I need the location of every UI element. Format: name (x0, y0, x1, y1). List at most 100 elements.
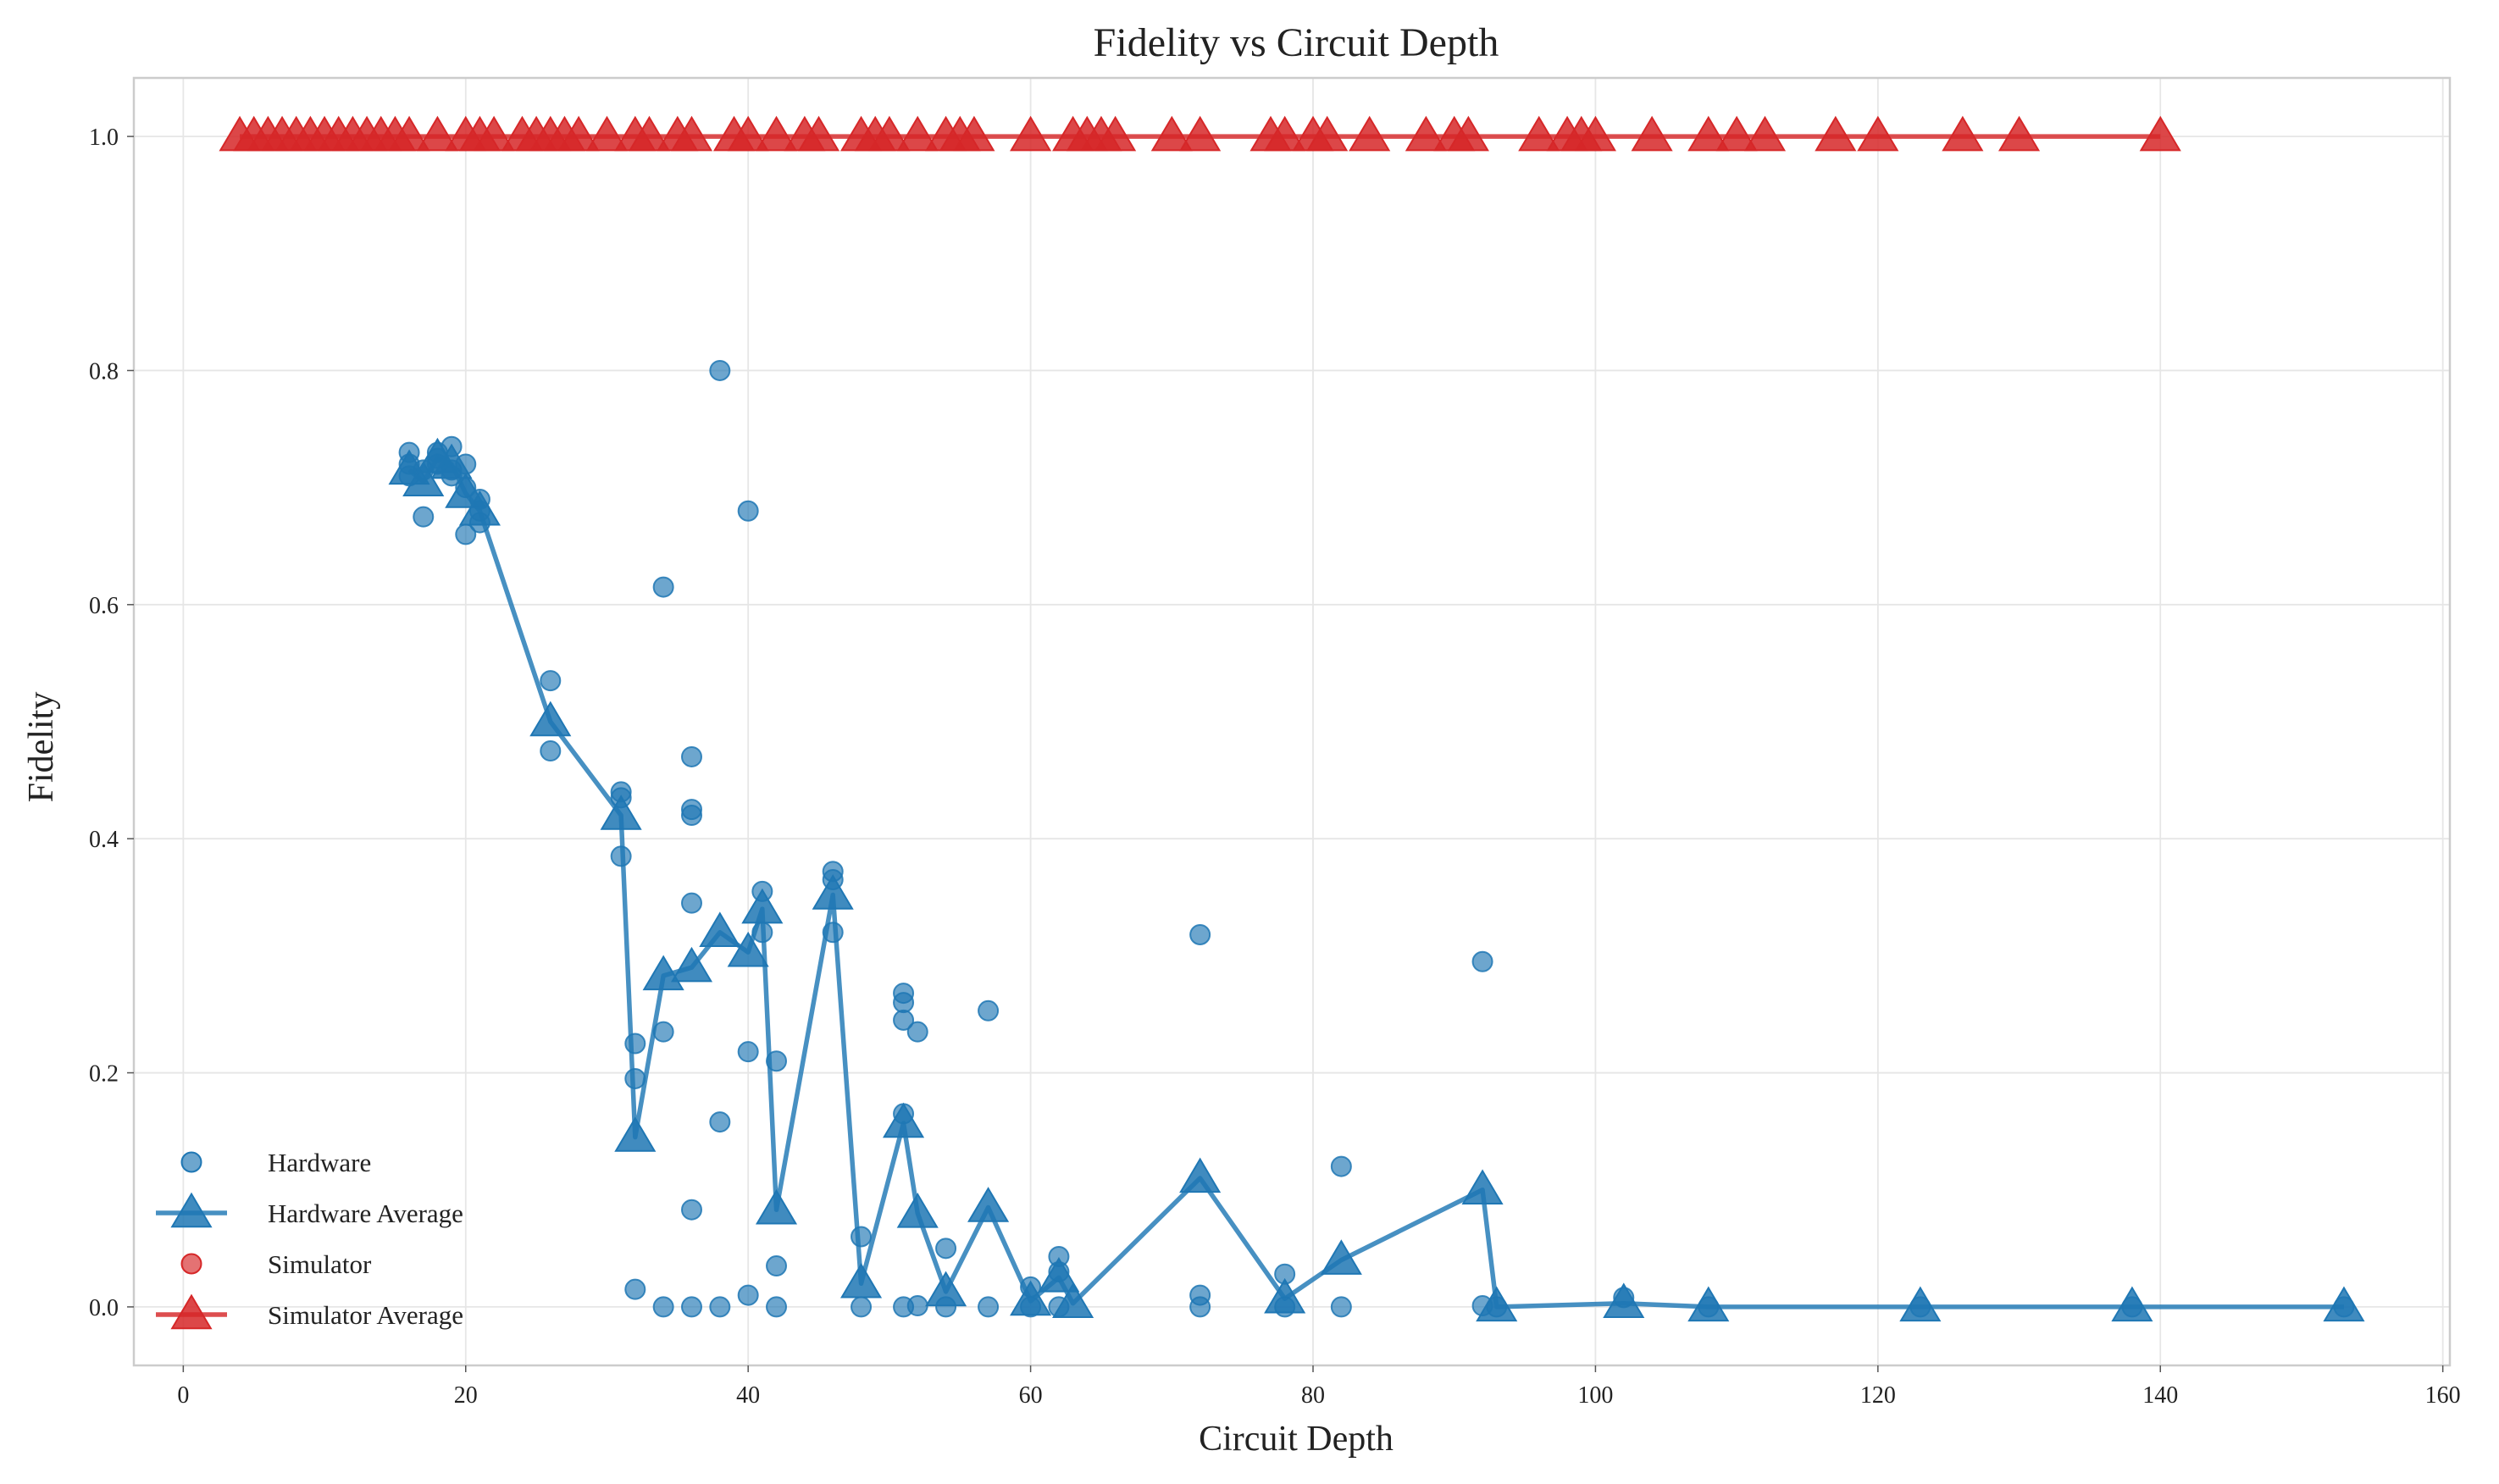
scatter-point (652, 576, 674, 598)
plot-frame (132, 76, 2452, 1367)
series-marker (1320, 1239, 1362, 1275)
series-marker (1687, 1286, 1730, 1322)
series-marker (953, 115, 995, 152)
scatter-point (709, 1111, 731, 1133)
legend-item: Hardware (180, 1148, 371, 1177)
scatter-point (766, 1296, 788, 1318)
scatter-point (413, 506, 435, 528)
axis-ticks: 0 20 40 60 80 100 120 140 160 0.0 0.2 0.4 0.6 0.8 1.0 (89, 125, 2461, 1409)
series-marker (416, 115, 458, 152)
legend-label: Simulator (268, 1249, 372, 1279)
x-axis-title: Circuit Depth (1199, 1420, 1394, 1459)
scatter-point (624, 1278, 646, 1300)
series-marker (1998, 115, 2041, 152)
series-marker (1094, 115, 1137, 152)
scatter-point (540, 670, 562, 692)
series-marker (670, 946, 713, 983)
scatter-point (709, 1296, 731, 1318)
x-tick-label: 160 (2425, 1382, 2461, 1409)
series-marker (1150, 115, 1193, 152)
legend-swatch (180, 1151, 202, 1173)
scatter-point (680, 892, 702, 914)
series-marker (1010, 1280, 1052, 1316)
series-marker (430, 443, 473, 479)
scatter-point (737, 500, 759, 522)
y-tick-label: 0.4 (89, 827, 119, 853)
scatter-point (737, 1284, 759, 1306)
series-marker (883, 1102, 925, 1138)
y-axis-title: Fidelity (22, 692, 61, 803)
scatter-point (680, 1296, 702, 1318)
scatter-point (1189, 923, 1211, 945)
series-marker (812, 874, 854, 910)
series-marker (1942, 115, 1984, 152)
series-marker (755, 115, 798, 152)
legend-label: Hardware Average (268, 1199, 463, 1228)
series-marker (896, 115, 939, 152)
series-marker (1899, 1286, 1942, 1322)
legend-item: Simulator (180, 1249, 372, 1279)
scatter-point (1471, 950, 1493, 972)
scatter-point (1189, 1296, 1211, 1318)
series-marker (628, 115, 671, 152)
legend-label: Hardware (268, 1148, 371, 1177)
series-marker (1574, 115, 1616, 152)
series-marker (402, 461, 445, 496)
series-marker (1179, 115, 1222, 152)
scatter-point (680, 1199, 702, 1221)
x-tick-label: 20 (454, 1382, 478, 1409)
series-marker (2139, 115, 2181, 152)
series-marker (1743, 115, 1787, 152)
legend-swatch-marker (170, 1192, 213, 1228)
y-tick-label: 0.2 (89, 1061, 119, 1088)
series-marker (1715, 115, 1758, 152)
scatter-point (1330, 1155, 1352, 1177)
series-marker (727, 931, 769, 967)
series-marker (755, 1188, 798, 1225)
scatter-point (978, 999, 1000, 1022)
scatter-point (906, 1021, 928, 1043)
series-marker (1603, 1282, 1645, 1319)
x-tick-label: 120 (1860, 1382, 1896, 1409)
scatter-point (935, 1238, 957, 1260)
scatter-point (766, 1255, 788, 1277)
legend-swatch (180, 1253, 202, 1275)
series-line (407, 456, 2344, 1310)
legend-swatch-marker (170, 1293, 213, 1330)
scatter-point (978, 1296, 1000, 1318)
series-marker (585, 115, 629, 152)
series-marker (557, 115, 600, 152)
series-marker (458, 490, 501, 526)
series-marker (868, 115, 911, 152)
legend-label: Simulator Average (268, 1300, 463, 1330)
scatter-point (893, 992, 915, 1014)
series-marker (839, 1262, 883, 1298)
series-hardware-average (388, 437, 2365, 1322)
y-tick-label: 1.0 (89, 125, 119, 151)
series-marker (1461, 1169, 1504, 1204)
series-simulator-average (219, 115, 2181, 152)
y-tick-label: 0.8 (89, 358, 119, 385)
series-marker (1264, 1277, 1306, 1314)
series-marker (1631, 115, 1673, 152)
x-tick-label: 140 (2142, 1382, 2178, 1409)
x-tick-label: 80 (1301, 1382, 1325, 1409)
series-marker (1447, 115, 1489, 152)
series-marker (1010, 115, 1052, 152)
series-marker (896, 1193, 939, 1228)
y-tick-label: 0.0 (89, 1295, 119, 1321)
scatter-point (680, 745, 702, 767)
series-marker (1405, 115, 1447, 152)
series-marker (2111, 1286, 2153, 1322)
scatter-point (652, 1296, 674, 1318)
scatter-point (851, 1296, 873, 1318)
series-marker (741, 888, 784, 924)
series-marker (1349, 115, 1391, 152)
series-marker (600, 795, 642, 830)
series-marker (670, 115, 713, 152)
x-tick-label: 0 (177, 1382, 189, 1409)
x-tick-label: 40 (736, 1382, 760, 1409)
series-marker (1518, 115, 1560, 152)
